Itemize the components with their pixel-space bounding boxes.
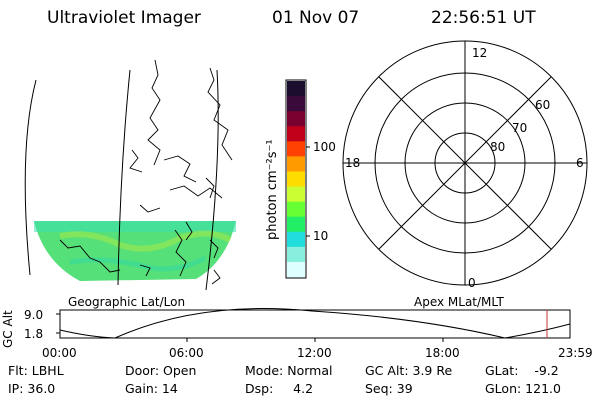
map-caption: Geographic Lat/Lon: [68, 295, 186, 309]
colorbar-band: [287, 126, 305, 142]
glon-info: GLon: 121.0: [485, 381, 561, 396]
colorbar-band: [287, 156, 305, 172]
y-tick-9: 9.0: [24, 308, 44, 322]
meridian-line: [205, 69, 219, 291]
colorbar-tick-10: 10: [313, 229, 329, 243]
coastlines: [59, 59, 233, 285]
mlt-label-6: 6: [576, 156, 584, 170]
colorbar-band: [287, 96, 305, 112]
x-tick-0600: 06:00: [169, 346, 204, 360]
timeline-ylabel: GC Alt: [1, 310, 15, 348]
polar-caption: Apex MLat/MLT: [414, 295, 504, 309]
date-label: 01 Nov 07: [272, 8, 360, 28]
gc-alt-info: GC Alt: 3.9 Re: [365, 363, 453, 378]
mlt-label-12: 12: [472, 46, 488, 60]
colorbar-band: [287, 81, 305, 97]
mlat-label-60: 60: [535, 98, 551, 112]
mlat-label-70: 70: [512, 121, 528, 135]
time-label: 22:56:51 UT: [431, 8, 536, 28]
colorbar-band: [287, 216, 305, 233]
colorbar-band: [287, 186, 305, 203]
filter-info: Flt: LBHL: [8, 363, 64, 378]
mlat-label-80: 80: [490, 140, 506, 154]
mlt-label-18: 18: [345, 156, 361, 170]
x-tick-2359: 23:59: [558, 346, 593, 360]
x-tick-1800: 18:00: [425, 346, 460, 360]
geographic-map: [24, 59, 236, 291]
mode-info: Mode: Normal: [245, 363, 333, 378]
colorbar-band: [287, 141, 305, 157]
colorbar-band: [287, 171, 305, 188]
y-tick-1-8: 1.8: [24, 327, 44, 341]
colorbar-band: [287, 231, 305, 248]
colorbar-band: [287, 201, 305, 218]
colorbar-unit-label: photon cm⁻²s⁻¹: [265, 139, 280, 240]
colorbar-tick-100: 100: [313, 140, 336, 154]
glat-info: GLat: -9.2: [485, 363, 559, 378]
dsp-info: Dsp: 4.2: [245, 381, 314, 396]
color-bar: [285, 79, 310, 279]
altitude-timeline: [56, 308, 571, 342]
colorbar-band: [287, 111, 305, 127]
x-tick-1200: 12:00: [297, 346, 332, 360]
gain-info: Gain: 14: [125, 381, 178, 396]
meridian-line: [117, 69, 131, 286]
ip-info: IP: 36.0: [8, 381, 56, 396]
seq-info: Seq: 39: [365, 381, 413, 396]
mlt-label-0: 0: [468, 276, 476, 290]
x-tick-0000: 00:00: [42, 346, 77, 360]
altitude-curve: [59, 308, 571, 339]
polar-plot: [342, 40, 588, 286]
colorbar-band: [287, 246, 305, 263]
meridian-line: [24, 79, 37, 276]
colorbar-band: [287, 261, 305, 278]
door-info: Door: Open: [125, 363, 197, 378]
instrument-title: Ultraviolet Imager: [47, 8, 201, 28]
